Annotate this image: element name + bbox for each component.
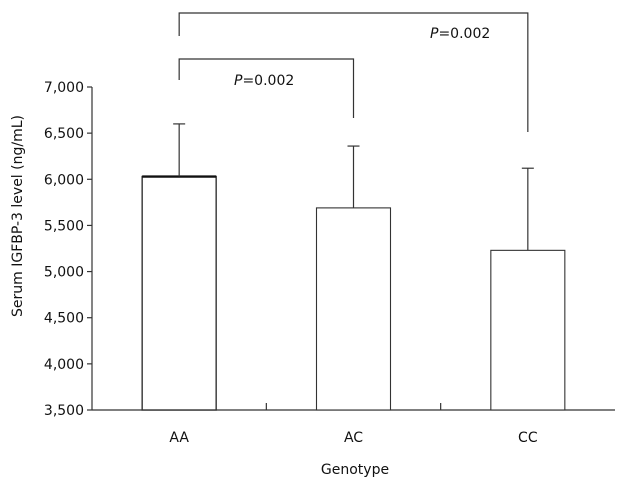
significance-bracket: [178, 58, 355, 118]
significance-bracket: [178, 12, 529, 132]
p-value-label: P=0.002: [234, 73, 294, 89]
y-tick-label: 5,500: [44, 218, 84, 234]
bar-ac: [315, 207, 392, 411]
x-axis-title: Genotype: [321, 462, 389, 478]
y-tick-label: 6,000: [44, 172, 84, 188]
bar-cc: [490, 249, 566, 411]
error-bars: [173, 123, 534, 251]
bars: [141, 175, 566, 411]
y-tick-label: 5,000: [44, 265, 84, 281]
p-value-label: P=0.002: [430, 26, 490, 42]
p-symbol: P: [430, 26, 439, 42]
p-value: =0.002: [438, 26, 490, 42]
y-axis-title: Serum IGFBP-3 level (ng/mL): [10, 115, 26, 317]
x-tick-label: AA: [169, 430, 189, 446]
y-tick-label: 4,000: [44, 357, 84, 373]
y-tick-label: 3,500: [44, 403, 84, 419]
x-tick-label: AC: [344, 430, 363, 446]
y-axis: 3,500 4,000 4,500 5,000 5,500 6,000 6,500 7,000: [44, 80, 93, 419]
y-tick-label: 6,500: [44, 126, 84, 142]
y-tick-label: 7,000: [44, 80, 84, 96]
p-value: =0.002: [242, 73, 294, 89]
y-tick-label: 4,500: [44, 311, 84, 327]
p-symbol: P: [234, 73, 243, 89]
x-tick-label: CC: [518, 430, 538, 446]
bar-aa: [141, 175, 217, 411]
